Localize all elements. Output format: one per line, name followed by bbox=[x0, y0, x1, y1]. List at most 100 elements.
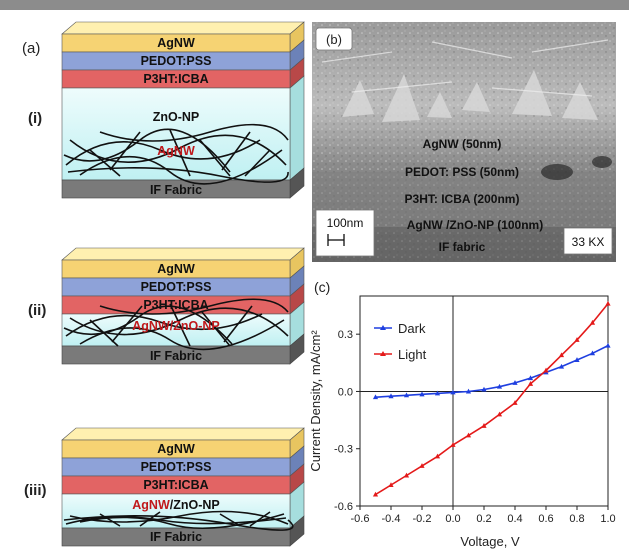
device-stack-diagrams: AgNW PEDOT:PSS P3HT:ICBA ZnO-NP AgNW IF … bbox=[61, 21, 305, 547]
legend-marker-dark bbox=[380, 325, 386, 330]
data-point-light bbox=[372, 491, 379, 497]
device-ii-label: (ii) bbox=[28, 302, 47, 319]
zno-layer bbox=[61, 87, 291, 181]
x-axis-title: Voltage, V bbox=[460, 534, 520, 549]
y-tick-label: 0.3 bbox=[338, 329, 353, 341]
y-axis-title: Current Density, mA/cm² bbox=[308, 330, 323, 472]
data-point-dark bbox=[605, 342, 611, 348]
data-point-light bbox=[605, 300, 611, 306]
sem-flakes bbox=[342, 70, 598, 122]
data-point-light bbox=[481, 423, 487, 428]
data-point-light bbox=[403, 472, 410, 478]
x-tick-label: -0.6 bbox=[351, 513, 370, 525]
device-i-stack: AgNW PEDOT:PSS P3HT:ICBA ZnO-NP AgNW IF … bbox=[61, 21, 305, 199]
device-iii-fabric-label: IF Fabric bbox=[150, 530, 202, 544]
data-point-light bbox=[558, 352, 565, 358]
data-point-dark bbox=[388, 393, 394, 399]
sem-annotation-p3ht: P3HT: ICBA (200nm) bbox=[405, 192, 520, 206]
data-point-light bbox=[527, 381, 534, 386]
device-iii-label: (iii) bbox=[24, 482, 47, 499]
sem-annotation-agnw-zno: AgNW /ZnO-NP (100nm) bbox=[407, 218, 543, 232]
series-line-light bbox=[375, 303, 609, 496]
device-ii-p3ht-label: P3HT:ICBA bbox=[143, 298, 208, 312]
x-tick-label: 1.0 bbox=[600, 513, 615, 525]
magnification-label: 33 KX bbox=[572, 235, 605, 249]
nanowire-mesh bbox=[63, 510, 294, 531]
device-i-agnw-label: AgNW bbox=[157, 36, 195, 50]
data-point-light bbox=[388, 482, 394, 487]
data-point-light bbox=[450, 442, 456, 447]
data-point-light bbox=[589, 319, 596, 325]
if-fabric-layer bbox=[61, 345, 291, 365]
data-point-dark bbox=[558, 363, 565, 369]
scale-bar-box bbox=[315, 209, 375, 257]
device-i-p3ht-label: P3HT:ICBA bbox=[143, 72, 208, 86]
iv-chart: (c) -0.6 -0.4 -0.2 0.0 0.2 0.4 0.6 0.8 1.0 -0.6 -0… bbox=[308, 279, 616, 549]
data-point-light bbox=[465, 432, 472, 438]
legend-label-dark: Dark bbox=[398, 321, 426, 336]
device-ii-nanowire-label: AgNW/ZnO-NP bbox=[132, 319, 219, 333]
data-point-dark bbox=[481, 386, 487, 392]
panel-b-label-box bbox=[315, 27, 353, 51]
legend-marker-light bbox=[380, 351, 386, 356]
device-ii-fabric-label: IF Fabric bbox=[150, 349, 202, 363]
y-tick-label: 0.0 bbox=[338, 386, 353, 398]
x-tick-label: -0.2 bbox=[413, 513, 432, 525]
nanowire-mesh bbox=[63, 123, 289, 185]
panel-b-label: (b) bbox=[326, 32, 342, 47]
legend-label-light: Light bbox=[398, 347, 427, 362]
top-divider bbox=[0, 0, 629, 10]
data-point-dark bbox=[512, 380, 518, 385]
panel-a-label: (a) bbox=[22, 40, 41, 57]
panel-c-label: (c) bbox=[314, 279, 330, 295]
data-point-dark bbox=[496, 383, 503, 389]
device-ii-pedot-label: PEDOT:PSS bbox=[141, 280, 212, 294]
x-tick-label: -0.4 bbox=[382, 513, 401, 525]
device-i-pedot-label: PEDOT:PSS bbox=[141, 54, 212, 68]
device-i-nanowire-label: AgNW bbox=[157, 144, 195, 158]
data-point-light bbox=[496, 411, 503, 417]
device-ii-agnw-label: AgNW bbox=[157, 262, 195, 276]
sem-annotation-pedot: PEDOT: PSS (50nm) bbox=[405, 165, 519, 179]
sem-annotation-if-fabric: IF fabric bbox=[439, 240, 486, 254]
data-point-light bbox=[419, 463, 425, 468]
device-i-zno-label: ZnO-NP bbox=[153, 110, 200, 124]
data-point-dark bbox=[527, 375, 534, 381]
x-tick-label: 0.2 bbox=[476, 513, 491, 525]
device-iii-p3ht-label: P3HT:ICBA bbox=[143, 478, 208, 492]
device-iii-agnw-label: AgNW bbox=[157, 442, 195, 456]
data-point-light bbox=[574, 337, 580, 342]
device-ii-stack: AgNW PEDOT:PSS P3HT:ICBA AgNW/ZnO-NP IF … bbox=[61, 247, 305, 365]
data-point-light bbox=[512, 400, 518, 405]
nanowire-mesh bbox=[63, 298, 289, 351]
data-point-light bbox=[434, 453, 441, 459]
device-iii-stack: AgNW PEDOT:PSS P3HT:ICBA AgNW/ZnO-NP IF … bbox=[61, 427, 305, 547]
data-point-dark bbox=[589, 350, 596, 356]
magnification-box bbox=[563, 227, 613, 255]
y-tick-label: -0.3 bbox=[334, 444, 353, 456]
x-tick-label: 0.4 bbox=[507, 513, 522, 525]
scale-bar bbox=[327, 234, 345, 246]
if-fabric-layer bbox=[61, 527, 291, 547]
scale-bar-label: 100nm bbox=[327, 216, 364, 230]
x-tick-label: 0.0 bbox=[445, 513, 460, 525]
data-point-dark bbox=[372, 394, 379, 400]
device-iii-nanowire-label: AgNW/ZnO-NP bbox=[132, 498, 220, 512]
data-point-light bbox=[543, 367, 549, 373]
data-point-dark bbox=[574, 357, 580, 362]
device-i-fabric-label: IF Fabric bbox=[150, 183, 202, 197]
if-fabric-layer bbox=[61, 179, 291, 199]
data-point-dark bbox=[419, 391, 425, 397]
series-line-dark bbox=[375, 344, 609, 398]
sem-image: (b) AgNW (50nm) PEDOT: PSS (50nm) P3HT: … bbox=[312, 22, 616, 262]
data-point-dark bbox=[450, 389, 456, 395]
data-point-dark bbox=[465, 388, 472, 394]
x-tick-label: 0.8 bbox=[569, 513, 584, 525]
data-point-dark bbox=[434, 390, 441, 396]
y-tick-label: -0.6 bbox=[334, 501, 353, 513]
data-point-dark bbox=[403, 392, 410, 398]
device-i-label: (i) bbox=[28, 110, 43, 127]
device-iii-pedot-label: PEDOT:PSS bbox=[141, 460, 212, 474]
sem-annotation-agnw: AgNW (50nm) bbox=[423, 137, 502, 151]
x-tick-label: 0.6 bbox=[538, 513, 553, 525]
